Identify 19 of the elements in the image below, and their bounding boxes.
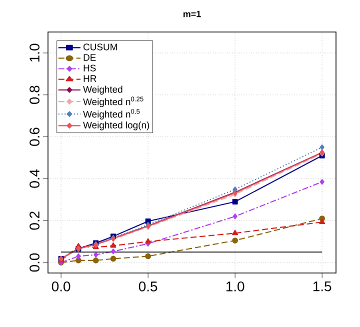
legend-label: Weighted log(n) — [83, 121, 150, 130]
y-tick-label: 0.8 — [30, 86, 40, 104]
y-tick-label: 0.2 — [30, 212, 40, 230]
legend-label: Weighted n$^{0.25}$ — [83, 96, 144, 108]
x-tick-label: 0.5 — [138, 282, 158, 292]
legend-label: DE — [84, 54, 96, 61]
legend-label: CUSUM — [84, 44, 117, 50]
legend-label: Weighted n$^{0.5}$ — [83, 109, 140, 120]
y-tick-label: 0.6 — [30, 128, 40, 146]
chart-title: m=1 — [184, 10, 201, 18]
legend-label: HR — [84, 75, 96, 82]
legend-label: HS — [84, 64, 96, 72]
x-tick-label: 0.0 — [52, 282, 70, 292]
y-tick-label: 0.4 — [30, 169, 40, 188]
x-tick-label: 1.0 — [226, 282, 244, 292]
y-tick-label: 1.0 — [30, 44, 40, 62]
y-tick-label: 0.0 — [30, 253, 40, 272]
legend-label: Weighted — [83, 86, 122, 95]
x-tick-label: 1.5 — [313, 282, 332, 292]
